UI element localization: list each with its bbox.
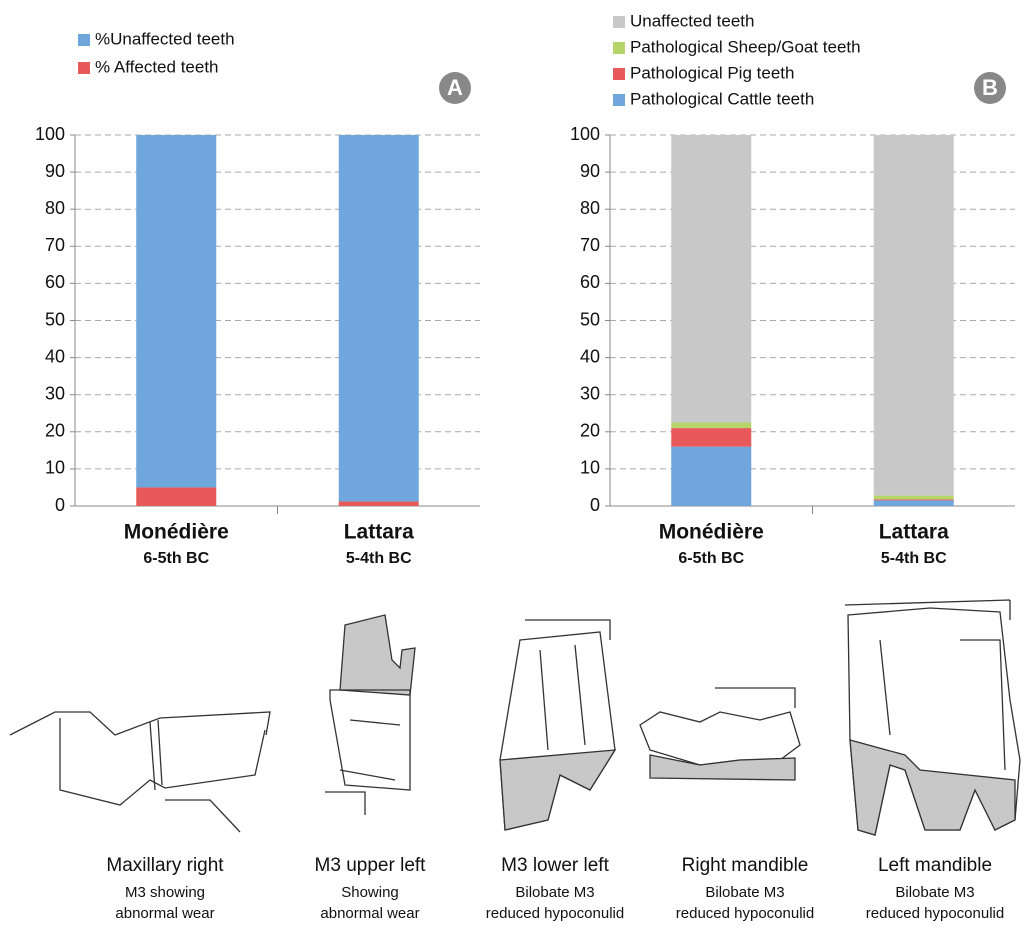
y-tick-label: 70 — [45, 235, 65, 255]
bar-segment — [873, 500, 954, 506]
y-tick-label: 60 — [45, 272, 65, 292]
caption-line: Bilobate M3 — [705, 884, 784, 901]
caption-line: Bilobate M3 — [895, 884, 974, 901]
caption-title: Left mandible — [878, 855, 992, 876]
y-tick-label: 20 — [45, 421, 65, 441]
y-tick-label: 0 — [590, 495, 600, 515]
caption-line: Showing — [341, 884, 399, 901]
legend-swatch — [613, 68, 625, 80]
caption-line: reduced hypoconulid — [486, 905, 624, 922]
caption-line: abnormal wear — [320, 905, 419, 922]
y-tick-label: 30 — [45, 383, 65, 403]
bar-segment — [136, 135, 217, 488]
legend-label: Pathological Pig teeth — [630, 63, 794, 82]
legend-swatch — [613, 42, 625, 54]
y-tick-label: 70 — [580, 235, 600, 255]
legend-label: Pathological Cattle teeth — [630, 89, 814, 108]
caption-line: M3 showing — [125, 884, 205, 901]
bar-segment — [873, 495, 954, 500]
legend-swatch — [78, 34, 90, 46]
y-tick-label: 10 — [580, 458, 600, 478]
caption-title: M3 lower left — [501, 855, 609, 876]
y-tick-label: 30 — [580, 383, 600, 403]
legend-label: Unaffected teeth — [630, 11, 754, 30]
y-tick-label: 80 — [45, 198, 65, 218]
legend-swatch — [613, 16, 625, 28]
x-tick-label: Lattara — [344, 521, 414, 544]
bar-segment — [671, 428, 752, 447]
y-tick-label: 50 — [45, 309, 65, 329]
x-tick-label: Lattara — [879, 521, 949, 544]
y-tick-label: 90 — [580, 161, 600, 181]
legend-label: Pathological Sheep/Goat teeth — [630, 37, 861, 56]
y-tick-label: 40 — [45, 346, 65, 366]
x-tick-sublabel: 5-4th BC — [881, 550, 947, 567]
y-tick-label: 50 — [580, 309, 600, 329]
legend-label: % Affected teeth — [95, 57, 219, 76]
caption-line: Bilobate M3 — [515, 884, 594, 901]
y-tick-label: 0 — [55, 495, 65, 515]
bar-segment — [136, 487, 217, 506]
y-tick-label: 10 — [45, 458, 65, 478]
y-tick-label: 20 — [580, 421, 600, 441]
y-tick-label: 80 — [580, 198, 600, 218]
y-tick-label: 90 — [45, 161, 65, 181]
x-tick-sublabel: 5-4th BC — [346, 550, 412, 567]
caption-title: Right mandible — [682, 855, 809, 876]
caption-line: reduced hypoconulid — [866, 905, 1004, 922]
sketches — [9, 599, 1021, 836]
y-tick-label: 100 — [570, 124, 600, 144]
x-tick-label: Monédière — [124, 521, 229, 544]
x-tick-sublabel: 6-5th BC — [678, 550, 744, 567]
bar-segment — [671, 422, 752, 429]
caption-line: abnormal wear — [115, 905, 214, 922]
bar-segment — [873, 499, 954, 501]
panel-badge — [439, 72, 471, 104]
panel-badge — [974, 72, 1006, 104]
y-tick-label: 60 — [580, 272, 600, 292]
x-tick-sublabel: 6-5th BC — [143, 550, 209, 567]
bar-segment — [873, 135, 954, 496]
legend-swatch — [613, 94, 625, 106]
x-tick-label: Monédière — [659, 521, 764, 544]
bar-segment — [671, 446, 752, 506]
caption-line: reduced hypoconulid — [676, 905, 814, 922]
legend-swatch — [78, 62, 90, 74]
y-tick-label: 100 — [35, 124, 65, 144]
bar-segment — [338, 501, 419, 506]
y-tick-label: 40 — [580, 346, 600, 366]
captions: Maxillary right M3 showing abnormal wear M3… — [106, 855, 1004, 922]
bar-segment — [338, 135, 419, 502]
panel-label: B — [982, 75, 998, 100]
caption-title: M3 upper left — [315, 855, 427, 876]
legend-label: %Unaffected teeth — [95, 29, 235, 48]
bar-segment — [671, 135, 752, 423]
panel-label: A — [447, 75, 463, 100]
caption-title: Maxillary right — [106, 855, 224, 876]
